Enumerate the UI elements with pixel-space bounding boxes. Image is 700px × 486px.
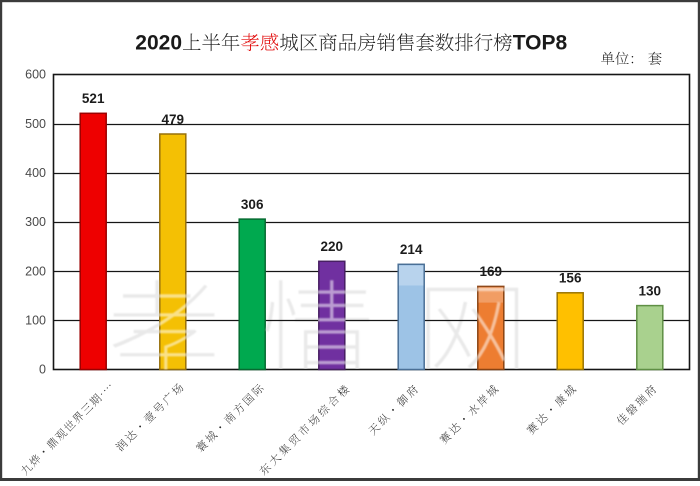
svg-text:100: 100 bbox=[25, 314, 46, 328]
svg-text:156: 156 bbox=[559, 271, 582, 286]
svg-text:500: 500 bbox=[25, 117, 46, 131]
svg-text:214: 214 bbox=[400, 242, 423, 257]
svg-text:306: 306 bbox=[241, 197, 264, 212]
svg-text:400: 400 bbox=[25, 166, 46, 180]
svg-text:0: 0 bbox=[39, 363, 46, 377]
svg-text:521: 521 bbox=[82, 91, 105, 106]
svg-text:169: 169 bbox=[480, 264, 503, 279]
svg-text:479: 479 bbox=[162, 112, 185, 127]
svg-text:TOP8: TOP8 bbox=[513, 32, 568, 55]
svg-text:130: 130 bbox=[639, 283, 662, 298]
svg-text:600: 600 bbox=[25, 68, 46, 82]
svg-text:220: 220 bbox=[321, 239, 344, 254]
svg-text:2020: 2020 bbox=[135, 32, 182, 55]
svg-text:200: 200 bbox=[25, 264, 46, 278]
svg-text:300: 300 bbox=[25, 215, 46, 229]
